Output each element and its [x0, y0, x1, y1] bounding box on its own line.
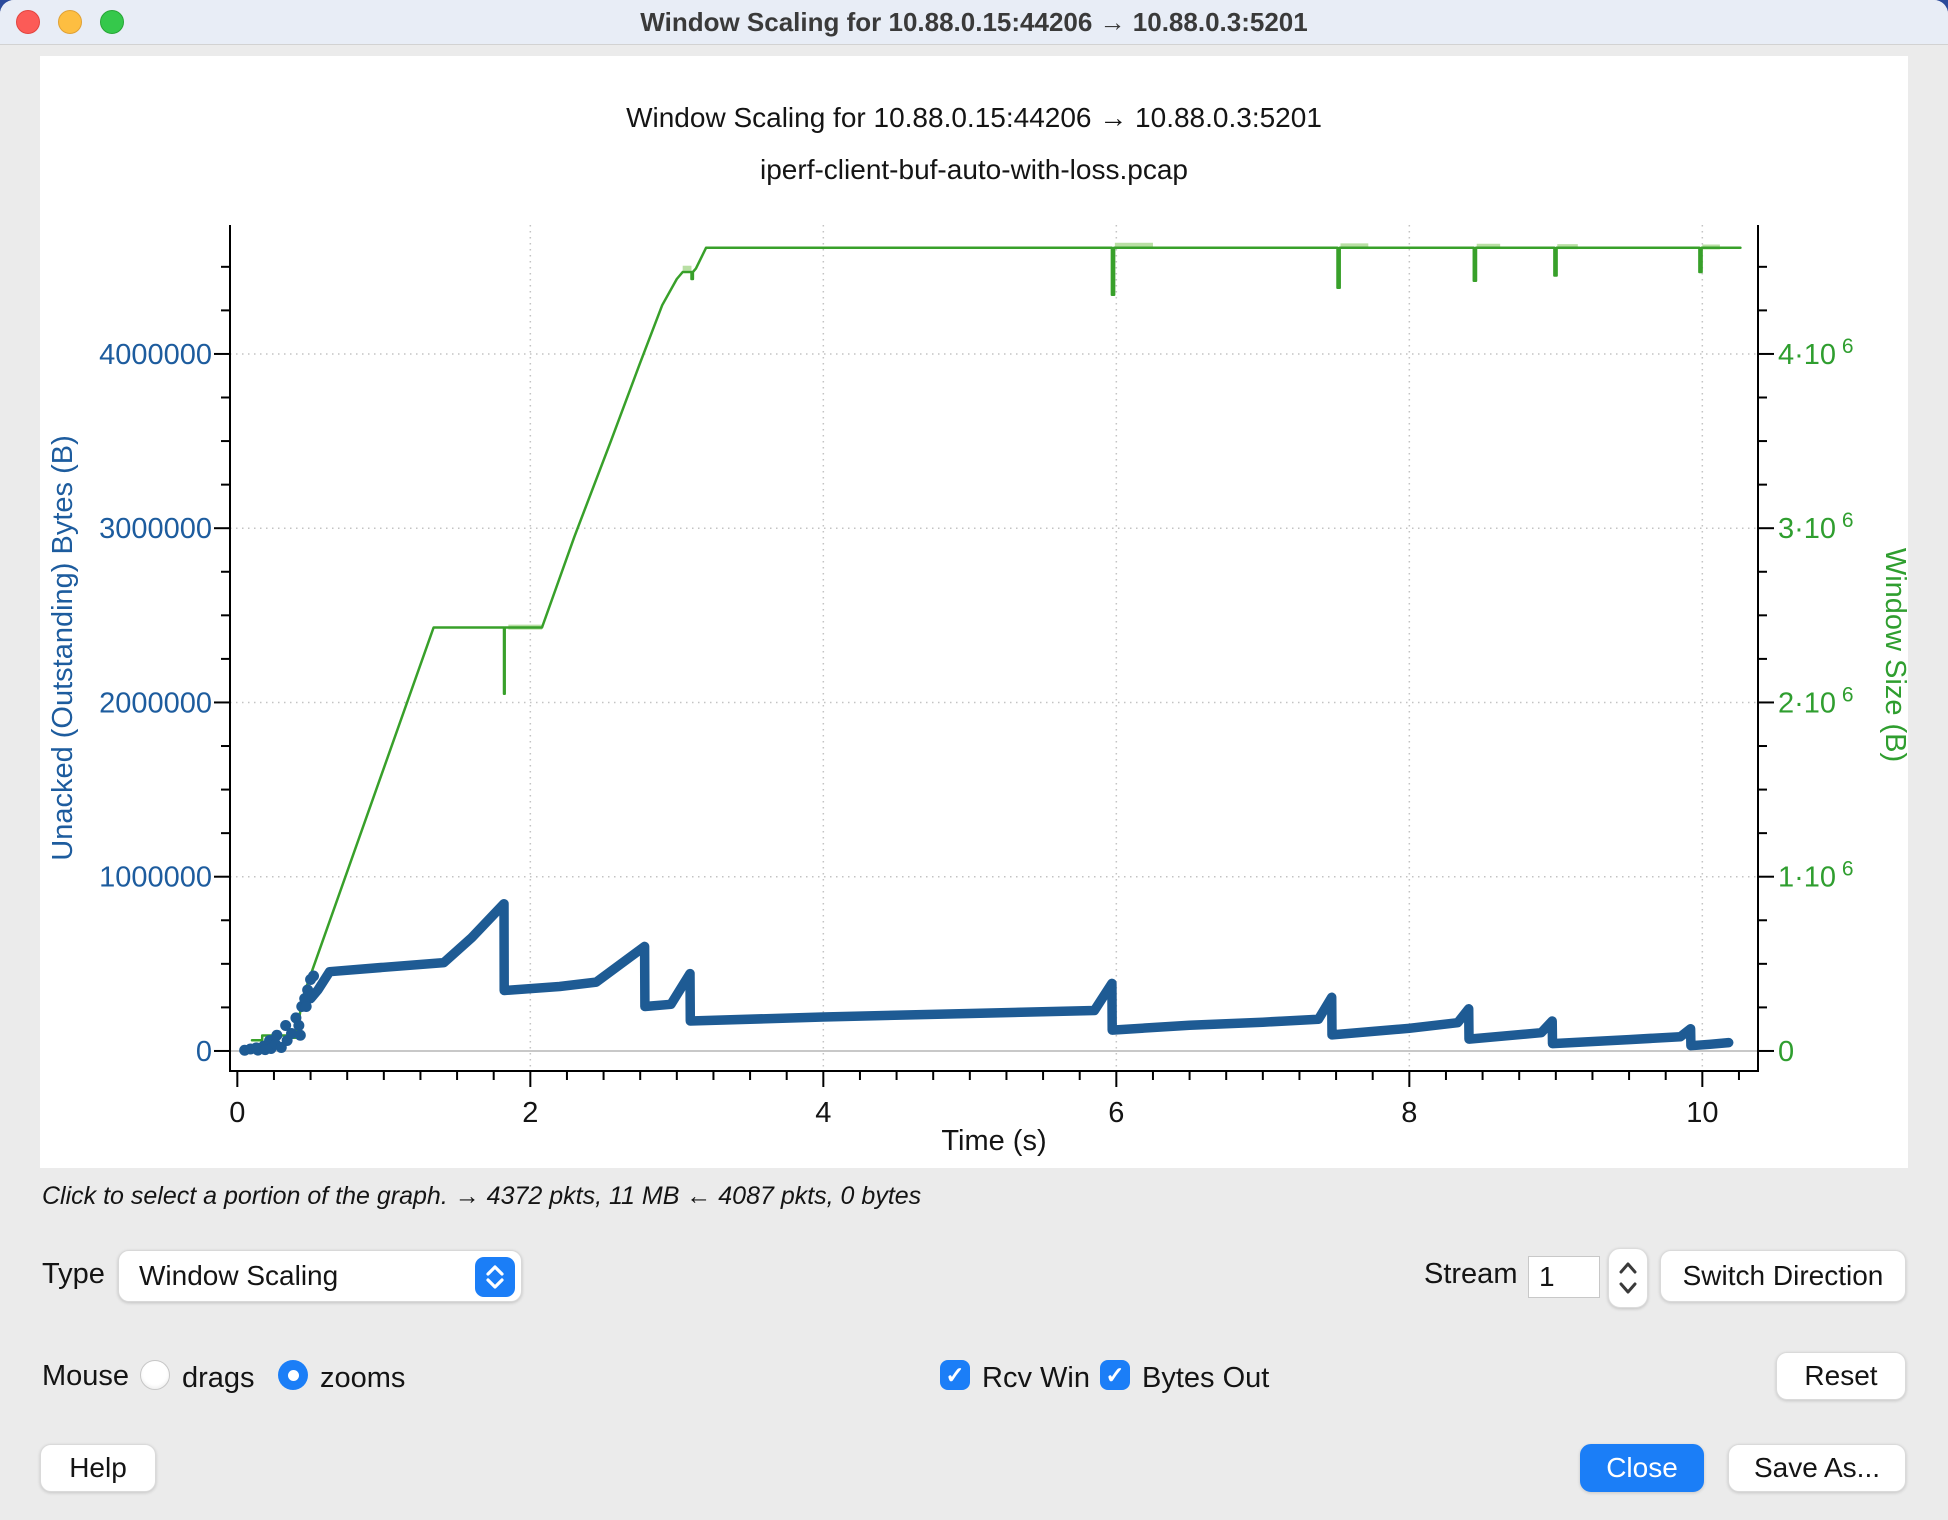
radio-dot-icon — [287, 1369, 299, 1381]
svg-text:Time (s): Time (s) — [941, 1125, 1046, 1157]
stream-label: Stream — [1424, 1258, 1518, 1290]
stepper-chevrons-icon — [1619, 1262, 1637, 1294]
svg-text:Unacked (Outstanding) Bytes (B: Unacked (Outstanding) Bytes (B) — [47, 435, 79, 861]
bytes-out-label[interactable]: Bytes Out — [1142, 1362, 1270, 1394]
svg-text:Window Size (B): Window Size (B) — [1879, 548, 1911, 762]
svg-text:2000000: 2000000 — [99, 687, 212, 719]
reset-button[interactable]: Reset — [1776, 1352, 1906, 1400]
svg-text:8: 8 — [1401, 1097, 1417, 1129]
close-button[interactable]: Close — [1580, 1444, 1704, 1492]
switch-direction-button[interactable]: Switch Direction — [1660, 1250, 1906, 1302]
graph-type-value: Window Scaling — [139, 1260, 339, 1291]
svg-text:4000000: 4000000 — [99, 339, 212, 371]
minimize-traffic-light-icon[interactable] — [58, 10, 82, 34]
svg-text:0: 0 — [1778, 1036, 1794, 1068]
rcv-win-label[interactable]: Rcv Win — [982, 1362, 1090, 1394]
check-icon: ✓ — [1105, 1361, 1125, 1388]
mouse-zooms-radio[interactable] — [278, 1360, 308, 1390]
close-traffic-light-icon[interactable] — [16, 10, 40, 34]
svg-text:3·10 6: 3·10 6 — [1778, 509, 1854, 545]
drags-label[interactable]: drags — [182, 1362, 255, 1394]
stream-value: 1 — [1539, 1261, 1555, 1292]
graph-type-popup[interactable]: Window Scaling — [118, 1250, 522, 1302]
window-title: Window Scaling for 10.88.0.15:44206 → 10… — [640, 6, 1308, 37]
chart-card — [40, 56, 1908, 1168]
check-icon: ✓ — [945, 1361, 965, 1388]
traffic-lights — [16, 0, 124, 44]
svg-text:6: 6 — [1108, 1097, 1124, 1129]
popup-chevrons-icon — [475, 1257, 515, 1297]
svg-text:4: 4 — [815, 1097, 831, 1129]
svg-text:4·10 6: 4·10 6 — [1778, 335, 1854, 371]
chart-subtitle: iperf-client-buf-auto-with-loss.pcap — [760, 154, 1188, 185]
zoom-traffic-light-icon[interactable] — [100, 10, 124, 34]
mouse-drags-radio[interactable] — [140, 1360, 170, 1390]
status-hint: Click to select a portion of the graph. … — [42, 1182, 922, 1210]
rcv-win-checkbox[interactable]: ✓ — [940, 1360, 970, 1390]
svg-text:2: 2 — [522, 1097, 538, 1129]
mouse-label: Mouse — [42, 1360, 130, 1392]
svg-text:3000000: 3000000 — [99, 513, 212, 545]
bytes-out-checkbox[interactable]: ✓ — [1100, 1360, 1130, 1390]
stream-stepper[interactable] — [1608, 1248, 1648, 1308]
svg-text:1·10 6: 1·10 6 — [1778, 858, 1854, 894]
svg-text:0: 0 — [196, 1036, 212, 1068]
svg-text:10: 10 — [1686, 1097, 1718, 1129]
save-as-button[interactable]: Save As... — [1728, 1444, 1906, 1492]
help-button[interactable]: Help — [40, 1444, 156, 1492]
stream-number-field[interactable]: 1 — [1528, 1256, 1600, 1298]
zooms-label[interactable]: zooms — [320, 1362, 406, 1394]
chart-title: Window Scaling for 10.88.0.15:44206 → 10… — [626, 102, 1322, 133]
type-label: Type — [42, 1258, 105, 1290]
svg-text:2·10 6: 2·10 6 — [1778, 683, 1854, 719]
titlebar: Window Scaling for 10.88.0.15:44206 → 10… — [0, 0, 1948, 45]
svg-text:0: 0 — [229, 1097, 245, 1129]
svg-text:1000000: 1000000 — [99, 862, 212, 894]
